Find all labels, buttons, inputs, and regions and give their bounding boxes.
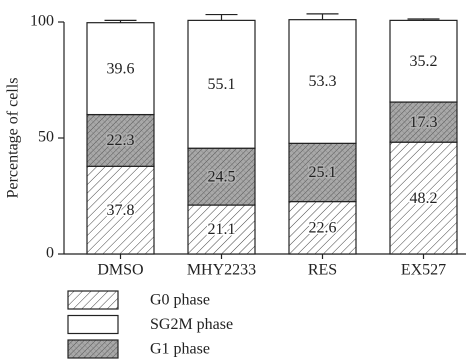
value-label: 22.3	[107, 132, 135, 149]
bar-segment	[187, 204, 256, 255]
y-axis-label: Percentage of cells	[5, 78, 22, 199]
value-label: 37.8	[107, 202, 135, 219]
bar-segment	[389, 101, 458, 143]
bar-segment	[187, 147, 256, 206]
y-tick-label: 0	[46, 245, 54, 262]
y-tick-label: 100	[30, 13, 54, 30]
x-tick-label: DMSO	[97, 262, 143, 279]
legend-label: SG2M phase	[150, 316, 233, 333]
x-tick-label: RES	[308, 262, 337, 279]
bar-segment	[288, 19, 357, 144]
value-label: 53.3	[309, 73, 337, 90]
bar-segment	[86, 165, 155, 255]
legend-swatch	[67, 314, 119, 335]
value-label: 25.1	[309, 164, 337, 181]
bar-segment	[86, 22, 155, 116]
value-label: 55.1	[208, 76, 236, 93]
legend-label: G0 phase	[150, 292, 210, 309]
x-tick-label: MHY2233	[187, 262, 256, 279]
bar-segment	[288, 200, 357, 255]
y-tick-label: 50	[38, 129, 54, 146]
legend-swatch	[67, 339, 119, 359]
value-label: 48.2	[410, 190, 438, 207]
value-label: 39.6	[107, 60, 135, 77]
legend-label: G1 phase	[150, 341, 210, 358]
value-label: 22.6	[309, 219, 337, 236]
bar-segment	[389, 19, 458, 103]
bar-segment	[187, 19, 256, 149]
value-label: 21.1	[208, 221, 236, 238]
x-tick-label: EX527	[401, 262, 446, 279]
bar-segment	[86, 113, 155, 167]
bar-segment	[389, 141, 458, 255]
legend-swatch	[67, 290, 119, 310]
value-label: 17.3	[410, 114, 438, 131]
value-label: 24.5	[208, 168, 236, 185]
value-label: 35.2	[410, 53, 438, 70]
